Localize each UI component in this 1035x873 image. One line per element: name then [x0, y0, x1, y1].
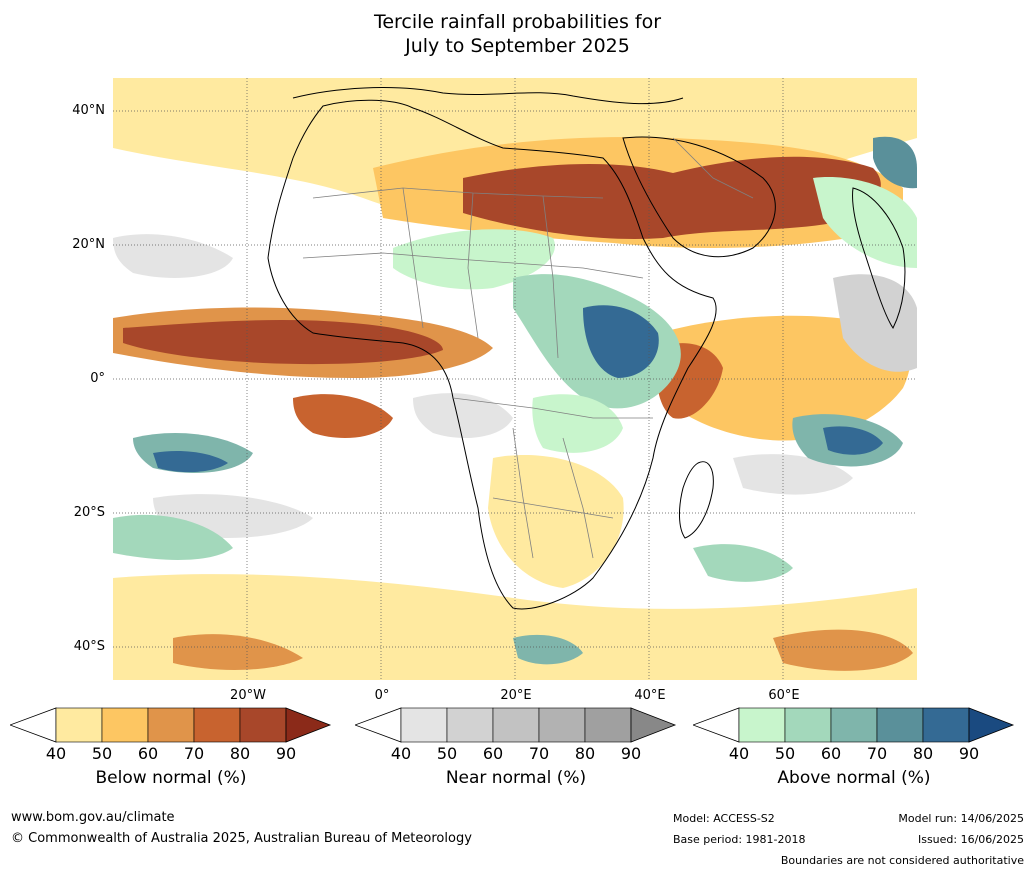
colorbar-under-arrow: [353, 707, 402, 743]
colorbar-swatch: [584, 707, 632, 743]
colorbar-swatch: [876, 707, 924, 743]
lat-label-20n: 20°N: [72, 237, 105, 252]
above-south-atlantic-2: [113, 514, 233, 560]
tick-label: 90: [620, 744, 642, 763]
tick-label: 70: [183, 744, 205, 763]
probability-map: [113, 78, 917, 680]
above-south-patch: [513, 634, 583, 665]
tick-label: 90: [958, 744, 980, 763]
below-gulf-guinea: [293, 394, 393, 438]
coastlines: [267, 87, 906, 610]
above-east-africa-core: [583, 305, 659, 378]
lat-label-40n: 40°N: [72, 103, 105, 118]
colorbar-swatch: [239, 707, 287, 743]
colorbar-below-title: Below normal (%): [95, 768, 247, 788]
above-southwest-ocean: [693, 544, 793, 582]
above-normal-regions: [113, 136, 917, 665]
colorbar-swatch: [492, 707, 540, 743]
tick-label: 60: [137, 744, 159, 763]
lon-label-20e: 20°E: [500, 688, 532, 703]
above-northeast-corner: [873, 136, 917, 189]
lon-label-0: 0°: [374, 688, 390, 703]
colorbar-swatch: [193, 707, 241, 743]
below-indian-ocean: [643, 315, 911, 441]
lon-label-60e: 60°E: [768, 688, 800, 703]
graticule: [113, 78, 917, 680]
below-west-africa-core: [123, 320, 443, 365]
colorbar-swatch: [147, 707, 195, 743]
tick-label: 40: [45, 744, 67, 763]
tick-label: 50: [436, 744, 458, 763]
tick-label: 40: [728, 744, 750, 763]
colorbar-swatch: [101, 707, 149, 743]
colorbar-near: 40 50 60 70 80 90 Near normal (%): [353, 706, 677, 796]
colorbar-over-arrow: [968, 707, 1015, 743]
footer-website[interactable]: www.bom.gov.au/climate: [11, 810, 175, 825]
colorbar-swatch: [400, 707, 448, 743]
colorbar-above-swatches: [691, 707, 1015, 743]
tick-label: 80: [574, 744, 596, 763]
country-borders: [302, 137, 754, 559]
colorbar-above-title: Above normal (%): [777, 768, 931, 788]
colorbar-swatch: [738, 707, 786, 743]
above-atlantic-deep: [153, 451, 228, 473]
colorbar-above-ticks: 40 50 60 70 80 90: [693, 744, 1015, 766]
above-indian-deep: [823, 426, 883, 455]
colorbar-below-ticks: 40 50 60 70 80 90: [10, 744, 332, 766]
lon-label-40e: 40°E: [634, 688, 666, 703]
below-south-east-patch: [773, 629, 913, 671]
colorbar-below-swatches: [8, 707, 332, 743]
colorbar-under-arrow: [8, 707, 57, 743]
colorbar-swatch: [55, 707, 103, 743]
colorbar-near-ticks: 40 50 60 70 80 90: [355, 744, 677, 766]
lat-label-40s: 40°S: [73, 639, 105, 654]
tick-label: 70: [866, 744, 888, 763]
footer-model-run: Model run: 14/06/2025: [898, 812, 1024, 825]
below-sahara-core: [463, 156, 881, 239]
tick-label: 90: [275, 744, 297, 763]
tick-label: 80: [229, 744, 251, 763]
tick-label: 70: [528, 744, 550, 763]
colorbar-above: 40 50 60 70 80 90 Above normal (%): [691, 706, 1015, 796]
title-line-1: Tercile rainfall probabilities for: [373, 11, 662, 33]
colorbar-swatch: [538, 707, 586, 743]
tick-label: 50: [91, 744, 113, 763]
madagascar-coastline: [679, 461, 714, 539]
colorbar-near-swatches: [353, 707, 677, 743]
title-line-2: July to September 2025: [405, 35, 630, 57]
footer-base-period: Base period: 1981-2018: [673, 833, 806, 846]
colorbar-swatch: [922, 707, 970, 743]
colorbar-over-arrow: [630, 707, 677, 743]
arabia-coastline: [622, 136, 776, 258]
footer-disclaimer: Boundaries are not considered authoritat…: [780, 854, 1024, 867]
india-coastline: [852, 187, 906, 329]
africa-coastline: [267, 99, 717, 610]
chart-title: Tercile rainfall probabilities for July …: [0, 10, 1035, 58]
near-central-africa: [413, 393, 513, 438]
colorbar-under-arrow: [691, 707, 740, 743]
footer-issued: Issued: 16/06/2025: [917, 833, 1024, 846]
lon-label-20w: 20°W: [230, 688, 266, 703]
footer-model: Model: ACCESS-S2: [673, 812, 775, 825]
lat-label-0: 0°: [90, 371, 105, 386]
lat-label-20s: 20°S: [73, 505, 105, 520]
footer-copyright: © Commonwealth of Australia 2025, Austra…: [11, 831, 472, 846]
colorbar-over-arrow: [285, 707, 332, 743]
tick-label: 60: [820, 744, 842, 763]
near-madagascar-east: [733, 454, 853, 495]
above-congo: [532, 394, 623, 453]
near-arabia: [833, 274, 917, 372]
colorbar-swatch: [446, 707, 494, 743]
tick-label: 80: [912, 744, 934, 763]
below-south-patch: [173, 634, 303, 670]
colorbar-below: 40 50 60 70 80 90 Below normal (%): [8, 706, 332, 796]
above-sahel: [393, 229, 555, 290]
colorbar-swatch: [784, 707, 832, 743]
europe-coastline: [292, 87, 684, 105]
tick-label: 60: [482, 744, 504, 763]
colorbar-swatch: [830, 707, 878, 743]
tick-label: 40: [390, 744, 412, 763]
tick-label: 50: [774, 744, 796, 763]
colorbar-near-title: Near normal (%): [445, 768, 587, 788]
